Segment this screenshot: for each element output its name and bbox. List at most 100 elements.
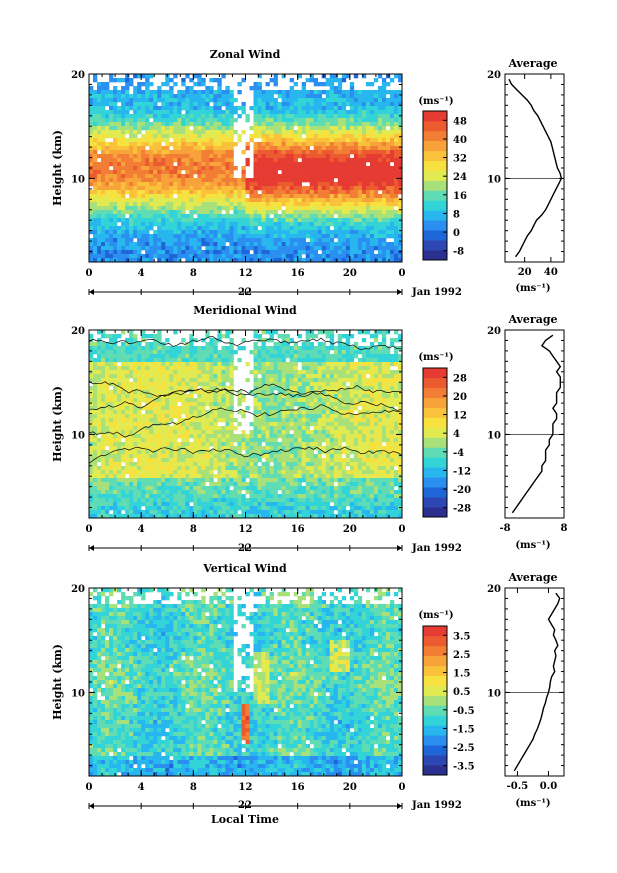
heat-cell	[185, 402, 190, 407]
heat-cell	[273, 134, 278, 139]
heat-cell	[269, 414, 274, 419]
heat-cell	[269, 162, 274, 167]
heat-cell	[217, 154, 222, 159]
heat-cell	[225, 214, 230, 219]
heat-cell	[225, 170, 230, 175]
heat-cell	[197, 206, 202, 211]
heat-cell	[253, 238, 258, 243]
heat-cell	[109, 230, 114, 235]
heat-cell	[349, 130, 355, 135]
heat-cell	[157, 386, 162, 391]
heat-cell	[145, 226, 150, 231]
heat-cell	[301, 186, 306, 191]
heat-cell	[309, 114, 315, 119]
heat-cell	[261, 242, 266, 247]
heat-cell	[325, 378, 331, 383]
heat-cell	[169, 166, 174, 171]
heat-cell	[189, 230, 194, 235]
heat-cell	[341, 334, 347, 339]
heat-cell	[265, 126, 270, 131]
heat-cell	[257, 378, 262, 383]
heat-cell	[137, 382, 142, 387]
heat-cell	[313, 158, 319, 163]
heat-cell	[325, 350, 331, 355]
heat-cell	[137, 398, 142, 403]
heat-cell	[209, 94, 214, 99]
heat-cell	[253, 354, 258, 359]
heat-cell	[125, 350, 130, 355]
heat-cell	[129, 414, 134, 419]
heat-cell	[201, 346, 206, 351]
heat-cell	[321, 166, 327, 171]
heat-cell	[117, 106, 122, 111]
heat-cell	[149, 382, 154, 387]
heat-cell	[213, 190, 218, 195]
heat-cell	[277, 362, 282, 367]
heat-cell	[225, 230, 230, 235]
heat-cell	[157, 374, 162, 379]
heat-cell	[205, 150, 210, 155]
heat-cell	[329, 74, 335, 79]
heat-cell	[229, 378, 234, 383]
heat-cell	[121, 390, 126, 395]
heat-cell	[277, 118, 282, 123]
heat-cell	[285, 334, 290, 339]
heat-cell	[305, 214, 310, 219]
heat-cell	[333, 410, 339, 415]
heat-cell	[165, 338, 170, 343]
heat-cell	[389, 206, 395, 211]
heat-cell	[193, 186, 198, 191]
heat-cell	[97, 98, 102, 103]
heat-cell	[125, 82, 130, 87]
heat-cell	[197, 142, 202, 147]
heat-cell	[229, 386, 234, 391]
heat-cell	[105, 190, 110, 195]
heat-cell	[117, 386, 122, 391]
heat-cell	[217, 82, 222, 87]
heat-cell	[153, 114, 158, 119]
heat-cell	[165, 254, 170, 259]
heat-cell	[277, 194, 282, 199]
colorbar-tick-label: -8	[453, 247, 464, 258]
heat-cell	[225, 258, 230, 263]
heat-cell	[221, 370, 226, 375]
heat-cell	[377, 110, 383, 115]
heat-cell	[373, 338, 379, 343]
heat-cell	[157, 414, 162, 419]
heat-cell	[305, 118, 310, 123]
heat-cell	[293, 106, 298, 111]
heat-cell	[249, 222, 254, 227]
heat-cell	[141, 338, 146, 343]
heat-cell	[221, 142, 226, 147]
heat-cell	[301, 358, 306, 363]
heat-cell	[353, 378, 359, 383]
heat-cell	[213, 110, 218, 115]
heat-cell	[229, 94, 234, 99]
heat-cell	[201, 226, 206, 231]
heat-cell	[333, 74, 339, 79]
heat-cell	[169, 86, 174, 91]
heat-cell	[261, 202, 266, 207]
heat-cell	[273, 138, 278, 143]
heat-cell	[173, 138, 178, 143]
heat-cell	[397, 334, 403, 339]
heat-cell	[261, 390, 266, 395]
heat-cell	[181, 182, 186, 187]
heat-cell	[217, 386, 222, 391]
heat-cell	[373, 166, 379, 171]
heat-cell	[189, 250, 194, 255]
heat-cell	[333, 234, 339, 239]
heat-cell	[337, 82, 343, 87]
heat-cell	[361, 226, 367, 231]
heat-cell	[333, 202, 339, 207]
heat-cell	[209, 386, 214, 391]
heat-cell	[205, 222, 210, 227]
heat-cell	[317, 90, 323, 95]
heat-cell	[189, 150, 194, 155]
heat-cell	[305, 410, 310, 415]
colorbar-tick-label: 0	[453, 228, 460, 239]
heat-cell	[97, 202, 102, 207]
heat-cell	[289, 182, 294, 187]
heat-cell	[329, 234, 335, 239]
heat-cell	[305, 190, 310, 195]
